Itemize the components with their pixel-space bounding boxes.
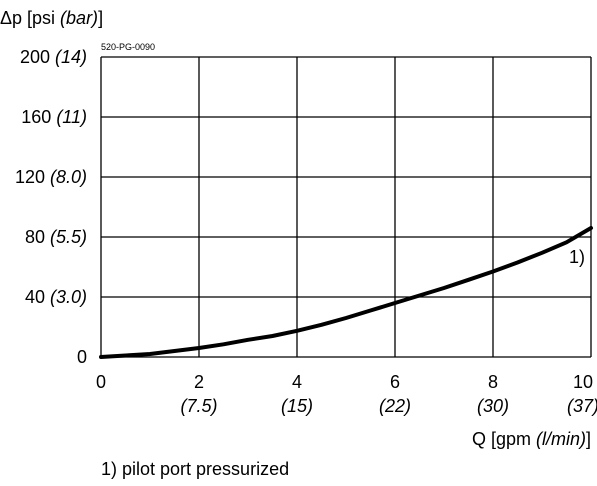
- x-tick-label: 0: [96, 372, 106, 392]
- series-line: [99, 226, 593, 359]
- series-label: 1): [569, 247, 585, 267]
- data-series: 1): [99, 226, 593, 359]
- x-tick-alt-label: (22): [379, 396, 411, 416]
- x-tick-alt-label: (15): [281, 396, 313, 416]
- y-tick-label: 40 (3.0): [25, 287, 87, 307]
- x-tick-label: 2: [194, 372, 204, 392]
- x-tick-label: 10: [573, 372, 593, 392]
- y-tick-labels: 0 40 (3.0) 80 (5.5) 120 (8.0) 160 (11) 200 (1…: [15, 47, 87, 367]
- x-tick-alt-label: (37): [567, 396, 597, 416]
- x-tick-label: 8: [488, 372, 498, 392]
- y-tick-label: 200 (14): [20, 47, 87, 67]
- x-axis-label: Q [gpm (l/min)]: [472, 429, 591, 449]
- y-tick-label: 80 (5.5): [25, 227, 87, 247]
- x-tick-alt-label: (7.5): [180, 396, 217, 416]
- y-tick-label: 160 (11): [21, 107, 87, 127]
- y-tick-label: 0: [77, 347, 87, 367]
- x-tick-labels: 0 2 (7.5) 4 (15) 6 (22) 8 (30) 10 (37): [96, 372, 597, 416]
- x-tick-label: 4: [292, 372, 302, 392]
- x-tick-label: 6: [390, 372, 400, 392]
- x-tick-alt-label: (30): [477, 396, 509, 416]
- y-axis-label: Δp [psi (bar)]: [0, 8, 103, 28]
- chart-grid: [100, 56, 592, 358]
- y-tick-label: 120 (8.0): [15, 167, 87, 187]
- figure-code: 520-PG-0090: [101, 42, 155, 52]
- footnote: 1) pilot port pressurized: [101, 459, 289, 479]
